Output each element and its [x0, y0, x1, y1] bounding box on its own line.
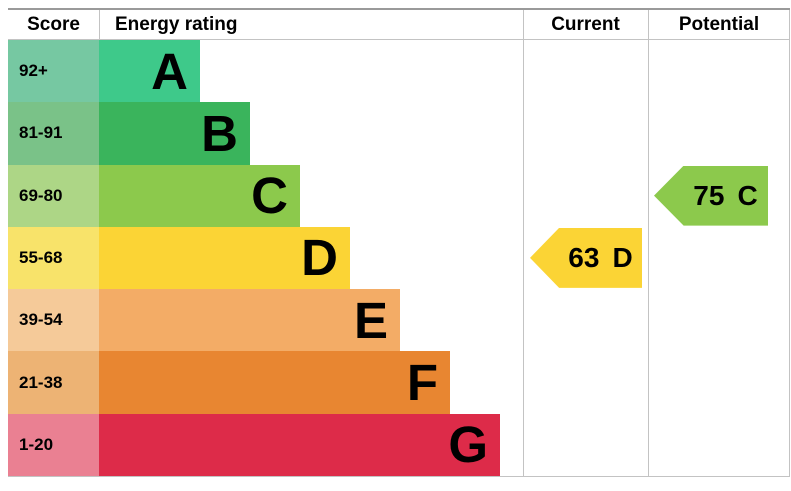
rating-row: 69-80 C	[8, 164, 523, 227]
band-letter: G	[448, 416, 488, 474]
potential-value: 75	[693, 179, 725, 211]
rating-row: 92+ A	[8, 40, 523, 103]
score-range-label: 1-20	[19, 434, 54, 454]
potential-header: Potential	[678, 13, 760, 35]
score-range-label: 21-38	[19, 372, 63, 392]
score-range-label: 81-91	[19, 123, 63, 143]
current-header: Current	[551, 13, 620, 35]
rating-bar: F	[99, 351, 450, 414]
band-letter: F	[406, 354, 438, 412]
score-cell: 39-54	[8, 289, 99, 352]
table-header: Score Energy rating Current Potential	[8, 10, 790, 39]
score-range-label: 55-68	[19, 247, 63, 267]
band-letter: A	[151, 42, 188, 100]
rating-row: 21-38 F	[8, 351, 523, 414]
table-bottom-border	[8, 476, 790, 477]
current-band: D	[612, 241, 633, 273]
potential-arrow: 75 C	[654, 165, 768, 226]
energy-rating-header: Energy rating	[115, 13, 238, 35]
rating-row: 81-91 B	[8, 102, 523, 165]
table-top-border	[8, 8, 790, 10]
score-range-label: 92+	[19, 61, 48, 81]
current-value: 63	[568, 241, 600, 273]
score-cell: 92+	[8, 40, 99, 103]
rating-bar: D	[99, 226, 350, 290]
band-letter: C	[251, 167, 288, 225]
rating-bar: G	[99, 413, 500, 476]
table-right-border	[789, 10, 790, 476]
score-range-label: 69-80	[19, 185, 63, 205]
score-column-separator	[99, 10, 100, 39]
score-cell: 69-80	[8, 164, 99, 227]
band-letter: B	[201, 104, 238, 162]
score-range-label: 39-54	[19, 310, 63, 330]
score-cell: 21-38	[8, 351, 99, 414]
score-header: Score	[27, 13, 80, 35]
band-letter: D	[301, 229, 338, 287]
rating-bar: C	[99, 164, 300, 227]
potential-column-separator	[648, 10, 649, 476]
rating-bar: E	[99, 289, 400, 352]
current-arrow: 63 D	[530, 227, 642, 288]
rating-row: 55-68 D	[8, 226, 523, 290]
rating-bar: A	[99, 40, 200, 103]
score-cell: 81-91	[8, 102, 99, 165]
current-column-separator	[523, 10, 524, 476]
rating-row: 39-54 E	[8, 289, 523, 352]
score-cell: 1-20	[8, 413, 99, 476]
rating-bar: B	[99, 102, 250, 165]
header-bottom-border	[8, 39, 790, 40]
band-letter: E	[353, 291, 388, 349]
rating-rows: 92+ A 81-91 B 69-80 C 55-68 D 39-54	[8, 40, 523, 476]
score-cell: 55-68	[8, 226, 99, 290]
rating-row: 1-20 G	[8, 413, 523, 476]
potential-band: C	[737, 179, 758, 211]
